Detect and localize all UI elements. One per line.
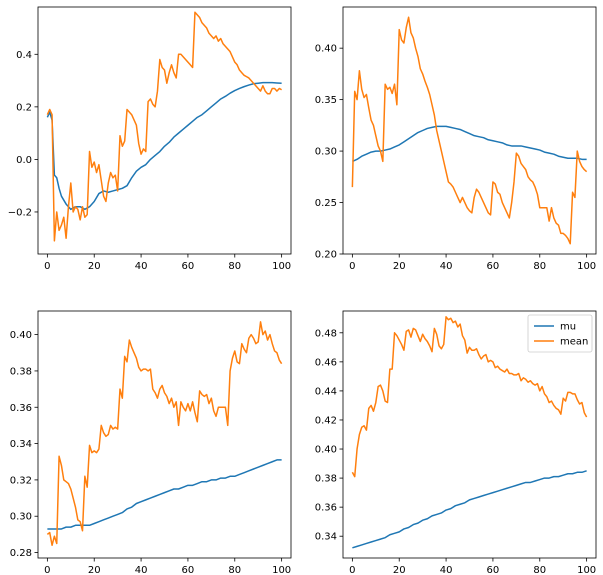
y-tick-label: 0.44 <box>315 386 337 397</box>
series-line-mean <box>46 321 283 547</box>
series-line-mean <box>351 316 588 478</box>
y-tick-label: 0.4 <box>16 50 32 61</box>
x-tick-label: 80 <box>228 565 241 575</box>
axes-frame <box>342 310 597 559</box>
x-tick-label: 100 <box>577 261 596 272</box>
x-tick-label: 40 <box>135 565 148 575</box>
x-tick-label: 20 <box>393 261 406 272</box>
y-tick-label: 0.36 <box>10 403 32 414</box>
x-tick-label: 0 <box>349 565 355 575</box>
x-tick-label: 40 <box>135 261 148 272</box>
x-tick-label: 20 <box>393 565 406 575</box>
series-line-mean <box>46 11 282 242</box>
y-tick-label: 0.40 <box>315 445 337 456</box>
x-tick-label: 100 <box>577 565 596 575</box>
subplot-top-right: 0 20 40 60 80 100 0.20 0.25 0.30 0.35 0.40 <box>315 6 597 272</box>
y-tick-label: 0.35 <box>315 95 337 106</box>
y-tick-label: 0.0 <box>16 155 32 166</box>
x-tick-label: 80 <box>228 261 241 272</box>
x-tick-label: 100 <box>272 261 291 272</box>
x-tick-label: 40 <box>440 565 453 575</box>
y-tick-label: 0.48 <box>315 328 337 339</box>
y-tick-label: 0.40 <box>10 330 32 341</box>
y-tick-label: −0.2 <box>8 207 32 218</box>
series-line-mu <box>352 125 587 163</box>
x-tick-label: 0 <box>44 565 50 575</box>
series-line-mu <box>47 459 282 530</box>
subplot-top-left: 0 20 40 60 80 100 −0.2 0.0 0.2 0.4 <box>8 6 292 272</box>
x-tick-label: 60 <box>182 565 195 575</box>
subplot-bottom-right: 0 20 40 60 80 100 0.34 0.36 0.38 0.40 0.42 0.44 0.46… <box>315 310 597 575</box>
x-tick-label: 60 <box>487 261 500 272</box>
series-line-mu <box>46 81 282 211</box>
y-tick-label: 0.28 <box>10 548 32 559</box>
y-tick-label: 0.40 <box>315 44 337 55</box>
legend-label-mean: mean <box>560 337 588 348</box>
series-line-mean <box>351 16 588 245</box>
legend-frame <box>527 314 593 353</box>
y-tick-label: 0.46 <box>315 357 337 368</box>
x-tick-label: 80 <box>533 565 546 575</box>
y-tick-label: 0.32 <box>10 475 32 486</box>
legend: mu mean <box>527 314 593 353</box>
x-tick-label: 0 <box>44 261 50 272</box>
y-tick-label: 0.36 <box>315 503 337 514</box>
axes-frame <box>37 6 292 255</box>
x-tick-label: 20 <box>88 565 101 575</box>
axes-frame <box>342 6 597 255</box>
x-tick-label: 60 <box>487 565 500 575</box>
y-tick-label: 0.34 <box>10 439 32 450</box>
series-line-mu <box>352 470 587 549</box>
y-tick-label: 0.30 <box>315 147 337 158</box>
x-tick-label: 0 <box>349 261 355 272</box>
y-tick-label: 0.38 <box>315 474 337 485</box>
x-tick-label: 60 <box>182 261 195 272</box>
legend-label-mu: mu <box>560 322 576 333</box>
x-tick-label: 100 <box>272 565 291 575</box>
y-tick-label: 0.30 <box>10 512 32 523</box>
x-tick-label: 80 <box>533 261 546 272</box>
x-tick-label: 20 <box>88 261 101 272</box>
y-tick-label: 0.34 <box>315 532 337 543</box>
y-tick-label: 0.38 <box>10 366 32 377</box>
axes-frame <box>37 310 292 559</box>
x-tick-label: 40 <box>440 261 453 272</box>
y-tick-label: 0.2 <box>16 102 32 113</box>
subplot-bottom-left: 0 20 40 60 80 100 0.28 0.30 0.32 0.34 0.36 0.38 0.40 <box>10 310 292 575</box>
y-tick-label: 0.25 <box>315 198 337 209</box>
y-tick-label: 0.20 <box>315 250 337 261</box>
y-tick-label: 0.42 <box>315 415 337 426</box>
